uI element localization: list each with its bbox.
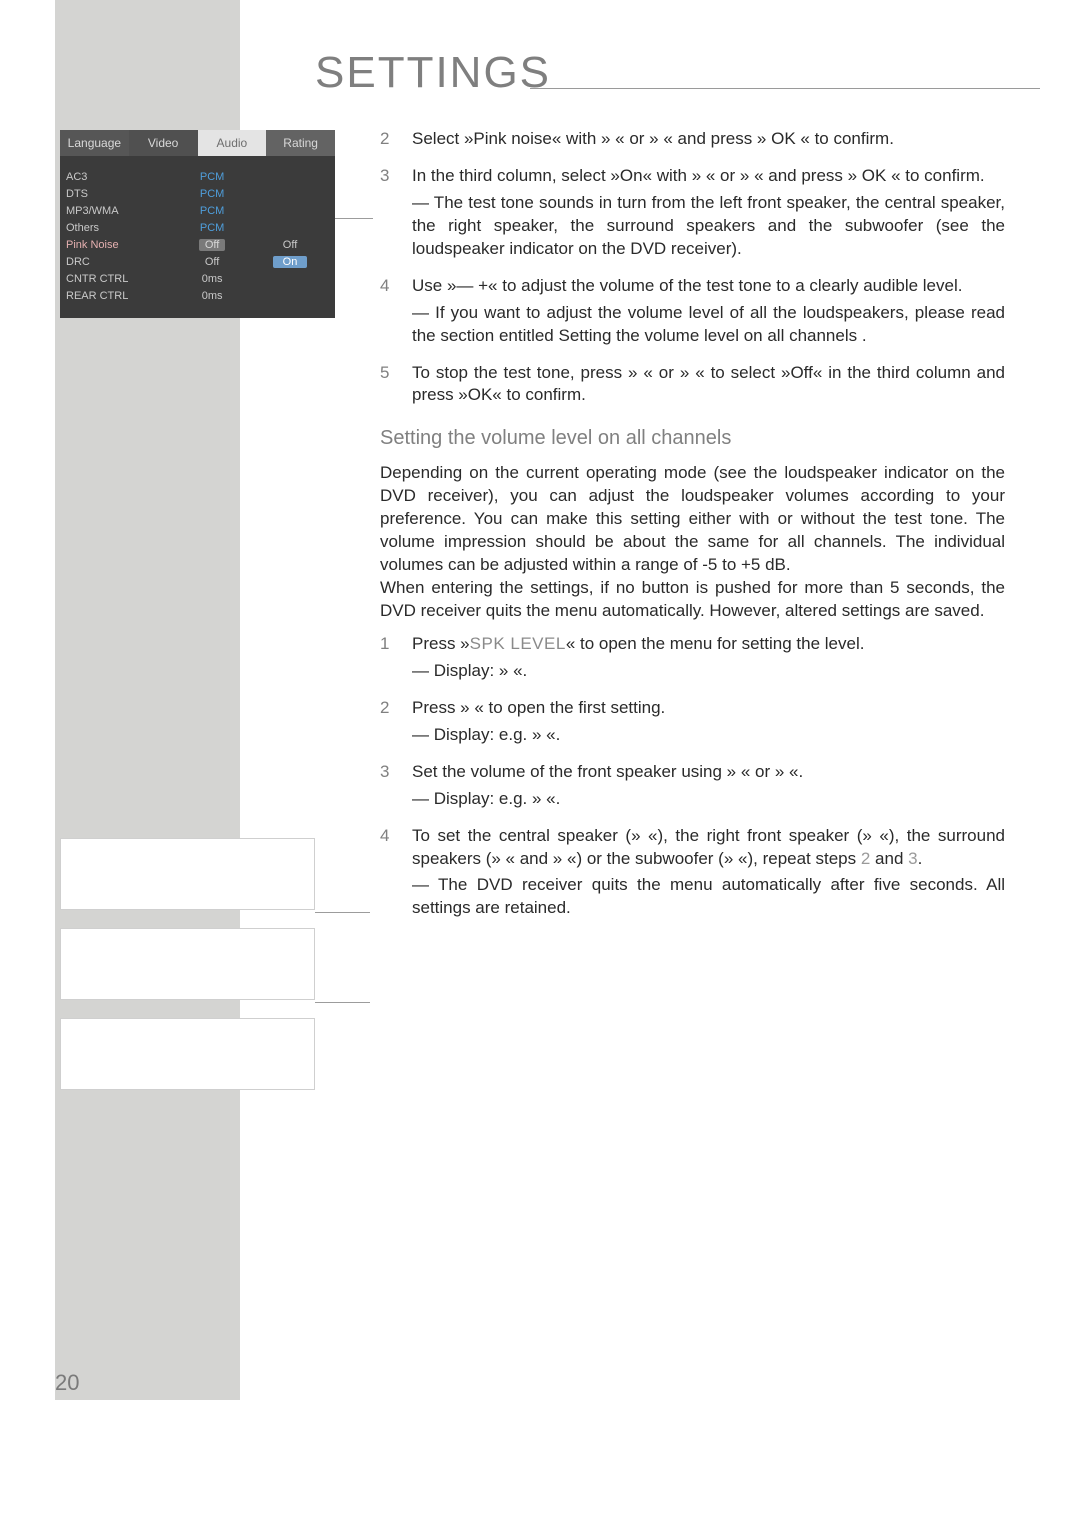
step-sub: — Display: e.g. » «. [412,724,1005,747]
connector-line [315,912,370,913]
tab-video[interactable]: Video [129,130,198,156]
step-text: Press »SPK LEVEL« to open the menu for s… [412,634,864,653]
step-4: 4 Use »— +« to adjust the volume of the … [380,275,1005,348]
tab-audio[interactable]: Audio [198,130,267,156]
s2-step-4: 4 To set the central speaker (» «), the … [380,825,1005,921]
step-sub: — Display: » «. [412,660,1005,683]
title-underline [530,88,1040,89]
step-text: In the third column, select »On« with » … [412,166,985,185]
step-5: 5 To stop the test tone, press » « or » … [380,362,1005,408]
menu-row: MP3/WMAPCM [66,202,329,219]
content-column: 2 Select »Pink noise« with » « or » « an… [380,128,1005,934]
page-number: 20 [55,1370,79,1396]
step-3: 3 In the third column, select »On« with … [380,165,1005,261]
menu-row-pinknoise: Pink NoiseOffOff [66,236,329,253]
page: SETTINGS Language Video Audio Rating AC3… [0,0,1080,1529]
step-text: To set the central speaker (» «), the ri… [412,826,1005,868]
step-sub: — Display: e.g. » «. [412,788,1005,811]
osd-menu: Language Video Audio Rating AC3PCM DTSPC… [60,130,335,318]
connector-line [315,1002,370,1003]
menu-row: DTSPCM [66,185,329,202]
s2-step-2: 2 Press » « to open the first setting. —… [380,697,1005,747]
menu-row: REAR CTRL0ms [66,287,329,304]
menu-row: OthersPCM [66,219,329,236]
section-heading: Setting the volume level on all channels [380,425,1005,452]
display-box-1 [60,838,315,910]
step-text: Use »— +« to adjust the volume of the te… [412,276,962,295]
step-text: Set the volume of the front speaker usin… [412,762,803,781]
step-sub: — The DVD receiver quits the menu automa… [412,874,1005,920]
step-sub: — If you want to adjust the volume level… [412,302,1005,348]
connector-line [335,218,373,219]
page-title: SETTINGS [315,48,551,98]
step-sub: — The test tone sounds in turn from the … [412,192,1005,261]
menu-row: DRCOffOn [66,253,329,270]
step-text: Press » « to open the first setting. [412,698,665,717]
display-box-2 [60,928,315,1000]
step-2: 2 Select »Pink noise« with » « or » « an… [380,128,1005,151]
s2-step-1: 1 Press »SPK LEVEL« to open the menu for… [380,633,1005,683]
display-box-3 [60,1018,315,1090]
menu-row: CNTR CTRL0ms [66,270,329,287]
section-para: Depending on the current operating mode … [380,462,1005,623]
menu-row: AC3PCM [66,168,329,185]
s2-step-3: 3 Set the volume of the front speaker us… [380,761,1005,811]
tab-rating[interactable]: Rating [266,130,335,156]
menu-tabs: Language Video Audio Rating [60,130,335,156]
menu-body: AC3PCM DTSPCM MP3/WMAPCM OthersPCM Pink … [60,156,335,318]
tab-language[interactable]: Language [60,130,129,156]
